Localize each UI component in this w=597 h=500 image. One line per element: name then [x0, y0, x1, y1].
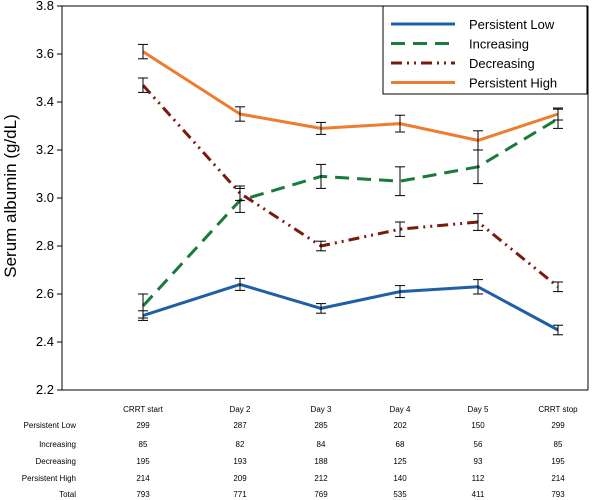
table-cell: 93 — [474, 457, 483, 466]
table-cell: 212 — [314, 474, 328, 483]
table-row-label: Total — [59, 490, 76, 499]
table-cell: 140 — [393, 474, 407, 483]
legend-label: Increasing — [469, 37, 529, 52]
table-row-label: Persistent Low — [24, 421, 77, 430]
series-line — [141, 84, 559, 288]
x-category-label: Day 2 — [230, 405, 251, 414]
series-line — [142, 50, 559, 142]
table-cell: 195 — [136, 457, 150, 466]
table-cell: 793 — [136, 490, 150, 499]
table-row-label: Decreasing — [36, 457, 76, 466]
y-tick-label: 3.2 — [36, 142, 54, 157]
series-line — [141, 117, 559, 308]
table-cell: 299 — [551, 421, 565, 430]
table-cell: 150 — [471, 421, 485, 430]
table-cell: 769 — [314, 490, 328, 499]
table-cell: 188 — [314, 457, 328, 466]
table-cell: 85 — [139, 440, 148, 449]
x-category-label: Day 5 — [468, 405, 489, 414]
table-cell: 202 — [393, 421, 407, 430]
y-tick-label: 3.0 — [36, 190, 54, 205]
table-cell: 214 — [136, 474, 150, 483]
legend-label: Persistent High — [469, 76, 557, 91]
table-cell: 195 — [551, 457, 565, 466]
x-category-label: CRRT stop — [538, 405, 578, 414]
x-category-label: CRRT start — [123, 405, 163, 414]
y-tick-label: 2.2 — [36, 382, 54, 397]
table-cell: 85 — [554, 440, 563, 449]
table-cell: 68 — [396, 440, 405, 449]
table-row-label: Increasing — [39, 440, 76, 449]
table-cell: 299 — [136, 421, 150, 430]
y-tick-label: 2.6 — [36, 286, 54, 301]
series-decreasing — [138, 77, 563, 293]
y-tick-label: 3.4 — [36, 94, 54, 109]
count-table: Persistent Low 299 287 285 202 150 299 Increasi… — [22, 421, 565, 499]
table-cell: 214 — [551, 474, 565, 483]
y-tick-label: 3.6 — [36, 46, 54, 61]
table-row-label: Persistent High — [22, 474, 76, 483]
legend: Persistent Low Increasing Decreasing Persis… — [382, 5, 588, 95]
y-tick-label: 2.4 — [36, 334, 54, 349]
legend-label: Persistent Low — [469, 17, 555, 32]
legend-label: Decreasing — [469, 56, 535, 71]
x-category-label: Day 4 — [390, 405, 411, 414]
series-persistent-low — [138, 277, 563, 336]
table-cell: 84 — [317, 440, 326, 449]
table-cell: 287 — [233, 421, 247, 430]
legend-box — [382, 5, 588, 95]
table-cell: 285 — [314, 421, 328, 430]
axes: 2.2 2.4 2.6 2.8 3.0 3.2 3.4 3.6 3.8 — [36, 0, 589, 397]
table-cell: 771 — [233, 490, 247, 499]
table-cell: 56 — [474, 440, 483, 449]
category-labels: CRRT start Day 2 Day 3 Day 4 Day 5 CRRT stop — [123, 405, 578, 414]
table-cell: 793 — [551, 490, 565, 499]
table-cell: 193 — [233, 457, 247, 466]
series-persistent-high — [138, 43, 563, 151]
table-cell: 125 — [393, 457, 407, 466]
table-cell: 535 — [393, 490, 407, 499]
series-layer — [138, 43, 563, 336]
table-cell: 209 — [233, 474, 247, 483]
y-tick-label: 2.8 — [36, 238, 54, 253]
x-category-label: Day 3 — [311, 405, 332, 414]
series-line — [142, 282, 559, 332]
series-increasing — [138, 108, 563, 319]
y-tick-label: 3.8 — [36, 0, 54, 13]
table-cell: 82 — [236, 440, 245, 449]
table-cell: 411 — [472, 490, 485, 499]
y-axis-label: Serum albumin (g/dL) — [1, 114, 20, 277]
table-cell: 112 — [472, 474, 485, 483]
